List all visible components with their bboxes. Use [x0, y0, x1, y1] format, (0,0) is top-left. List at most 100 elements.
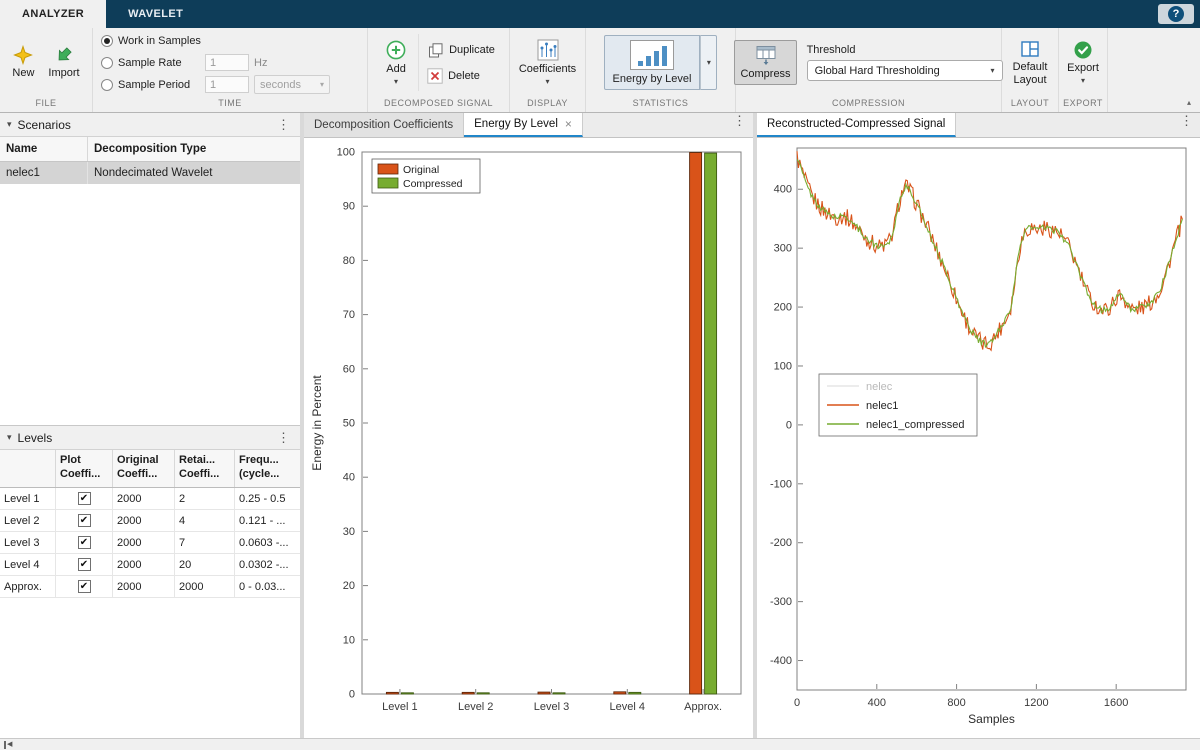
collapse-levels-icon[interactable]: ▾ [7, 432, 12, 443]
chevron-down-icon: ▾ [545, 77, 549, 86]
svg-text:-300: -300 [770, 596, 792, 608]
svg-text:Energy in Percent: Energy in Percent [310, 375, 324, 471]
column-header-decomposition-type: Decomposition Type [88, 137, 300, 161]
add-button[interactable]: Add ▾ [379, 35, 413, 91]
line-chart-root: -400-300-200-100010020030040004008001200… [770, 148, 1186, 726]
svg-text:Level 1: Level 1 [382, 701, 417, 713]
threshold-label: Threshold [807, 44, 856, 56]
chevron-down-icon: ▾ [991, 67, 995, 74]
svg-text:Level 2: Level 2 [458, 701, 493, 713]
tab-wavelet[interactable]: WAVELET [106, 0, 205, 28]
svg-text:-200: -200 [770, 537, 792, 549]
column-header-name: Name [0, 137, 88, 161]
section-label-layout: LAYOUT [1002, 97, 1058, 112]
right-panel: Reconstructed-Compressed Signal ⋮ -400-3… [757, 113, 1200, 738]
tab-analyzer[interactable]: ANALYZER [0, 0, 106, 28]
section-label-compression: COMPRESSION [736, 97, 1001, 112]
collapse-ribbon-icon[interactable]: ▴ [1187, 98, 1191, 107]
svg-text:Level 3: Level 3 [534, 701, 569, 713]
default-layout-button[interactable]: Default Layout [1006, 35, 1054, 90]
scenario-row[interactable]: nelec1Nondecimated Wavelet [0, 162, 300, 184]
plot-checkbox[interactable]: ✔ [78, 580, 91, 593]
plot-checkbox[interactable]: ✔ [78, 492, 91, 505]
sample-period-input[interactable] [205, 76, 249, 93]
compress-button-label: Compress [740, 68, 790, 81]
right-panel-menu-icon[interactable]: ⋮ [1177, 113, 1196, 137]
center-panel-menu-icon[interactable]: ⋮ [730, 113, 749, 137]
svg-text:Approx.: Approx. [684, 701, 722, 713]
new-button-label: New [12, 67, 34, 80]
sample-period-radio[interactable] [101, 79, 113, 91]
toolstrip-tab-bar: ANALYZER WAVELET ? [0, 0, 1200, 28]
export-button[interactable]: Export ▾ [1061, 36, 1105, 90]
svg-text:0: 0 [786, 419, 792, 431]
levels-empty-area [0, 598, 300, 738]
sample-rate-unit-label: Hz [254, 57, 267, 69]
threshold-select[interactable]: Global Hard Thresholding ▾ [807, 60, 1003, 81]
duplicate-icon [427, 42, 444, 59]
scenarios-menu-icon[interactable]: ⋮ [274, 117, 293, 133]
svg-text:Compressed: Compressed [403, 178, 463, 190]
svg-text:300: 300 [774, 243, 792, 255]
energy-by-level-dropdown[interactable]: ▾ [700, 35, 717, 90]
collapse-left-panel-icon[interactable]: ◀ [4, 741, 12, 749]
plot-checkbox[interactable]: ✔ [78, 536, 91, 549]
sample-rate-radio[interactable] [101, 57, 113, 69]
sample-rate-label: Sample Rate [118, 57, 200, 69]
new-button[interactable]: New [6, 41, 40, 84]
compress-button[interactable]: Compress [734, 40, 796, 85]
threshold-value: Global Hard Thresholding [815, 65, 940, 77]
column-header-retained: Retai...Coeffi... [175, 450, 235, 487]
collapse-scenarios-icon[interactable]: ▾ [7, 119, 12, 130]
duplicate-button[interactable]: Duplicate [424, 41, 498, 60]
section-label-time: TIME [93, 97, 367, 112]
ribbon-section-export: Export ▾ EXPORT [1059, 28, 1108, 112]
svg-text:0: 0 [349, 689, 355, 701]
signal-chart-area: -400-300-200-100010020030040004008001200… [757, 138, 1200, 738]
svg-text:30: 30 [343, 526, 355, 538]
chevron-down-icon: ▾ [1081, 76, 1085, 85]
delete-button[interactable]: Delete [424, 67, 483, 85]
column-header-frequency: Frequ...(cycle... [235, 450, 300, 487]
ribbon-section-compression: Compress Threshold Global Hard Threshold… [736, 28, 1002, 112]
svg-text:10: 10 [343, 634, 355, 646]
work-in-samples-radio[interactable] [101, 35, 113, 47]
svg-text:200: 200 [774, 302, 792, 314]
tab-reconstructed-compressed-signal[interactable]: Reconstructed-Compressed Signal [757, 113, 956, 137]
ribbon-section-file: New Import FILE [0, 28, 93, 112]
section-label-decomposed-signal: DECOMPOSED SIGNAL [368, 97, 509, 112]
sample-period-unit-select[interactable]: seconds ▾ [254, 75, 330, 94]
svg-text:70: 70 [343, 309, 355, 321]
tab-energy-by-level[interactable]: Energy By Level × [464, 113, 583, 137]
sample-rate-input[interactable] [205, 54, 249, 71]
svg-text:400: 400 [774, 184, 792, 196]
section-label-statistics: STATISTICS [586, 97, 735, 112]
ribbon-section-statistics: Energy by Level ▾ STATISTICS [586, 28, 736, 112]
plot-checkbox[interactable]: ✔ [78, 514, 91, 527]
help-button[interactable]: ? [1158, 4, 1194, 24]
levels-menu-icon[interactable]: ⋮ [274, 430, 293, 446]
import-button[interactable]: Import [42, 41, 85, 84]
ribbon-filler: ▴ [1108, 28, 1200, 112]
coefficients-button[interactable]: Coefficients ▾ [513, 35, 582, 91]
wavelet-analyzer-app: ANALYZER WAVELET ? New Import [0, 0, 1200, 750]
sample-period-label: Sample Period [118, 79, 200, 91]
energy-chart-area: 0102030405060708090100Level 1Level 2Leve… [304, 138, 753, 738]
tab-decomposition-coefficients[interactable]: Decomposition Coefficients [304, 113, 464, 137]
svg-text:90: 90 [343, 201, 355, 213]
scenarios-header: ▾ Scenarios ⋮ [0, 113, 300, 137]
add-icon [385, 39, 407, 61]
plot-checkbox[interactable]: ✔ [78, 558, 91, 571]
svg-text:Samples: Samples [968, 712, 1015, 726]
divider [418, 34, 419, 91]
svg-text:50: 50 [343, 418, 355, 430]
svg-text:800: 800 [947, 697, 965, 709]
close-tab-icon[interactable]: × [565, 117, 572, 131]
status-bar: ◀ [0, 738, 1200, 750]
work-in-samples-label: Work in Samples [118, 35, 201, 47]
ribbon-section-layout: Default Layout LAYOUT [1002, 28, 1059, 112]
section-label-display: DISPLAY [510, 97, 585, 112]
bar-chart-legend: OriginalCompressed [372, 159, 480, 193]
levels-table-header: PlotCoeffi... OriginalCoeffi... Retai...… [0, 450, 300, 488]
energy-by-level-button[interactable]: Energy by Level [604, 35, 701, 90]
